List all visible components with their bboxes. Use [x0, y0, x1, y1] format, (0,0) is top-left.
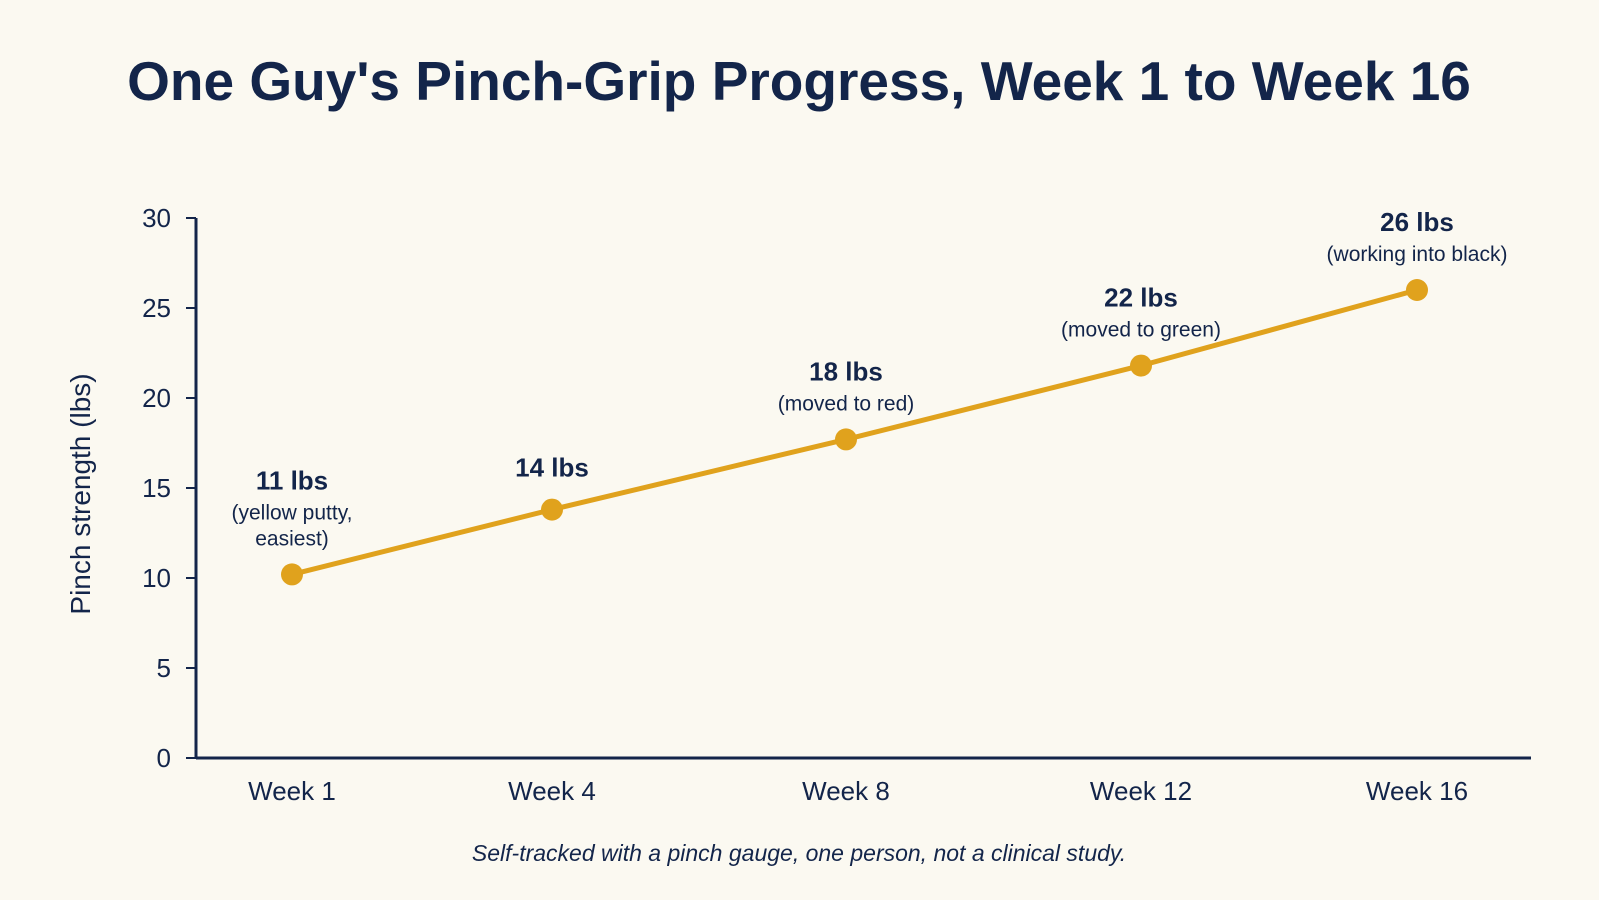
data-value-label: 18 lbs: [809, 356, 883, 386]
data-labels: 11 lbs (yellow putty, easiest) 14 lbs 18 lbs…: [232, 207, 1508, 550]
data-value-label: 14 lbs: [515, 453, 589, 483]
data-value-label: 11 lbs: [256, 465, 328, 495]
y-ticks: 0 5 10 15 20 25 30: [142, 203, 196, 773]
x-tick-label: Week 8: [802, 776, 890, 806]
data-point: [541, 498, 563, 521]
data-point: [1406, 279, 1428, 301]
y-tick-label: 15: [142, 473, 171, 503]
y-tick-label: 5: [157, 653, 171, 683]
data-note-label: easiest): [255, 527, 329, 550]
data-note-label: (yellow putty,: [232, 501, 353, 524]
x-ticks: Week 1 Week 4 Week 8 Week 12 Week 16: [248, 776, 1468, 806]
x-tick-label: Week 16: [1366, 776, 1468, 806]
y-tick-label: 30: [142, 203, 171, 233]
series-line-group: [281, 279, 1428, 586]
data-point: [281, 563, 303, 586]
data-point: [835, 428, 857, 451]
chart-title: One Guy's Pinch-Grip Progress, Week 1 to…: [127, 50, 1471, 112]
y-tick-label: 0: [157, 743, 171, 773]
x-tick-label: Week 1: [248, 776, 336, 806]
y-axis-label: Pinch strength (lbs): [65, 373, 96, 614]
y-tick-label: 10: [142, 563, 171, 593]
data-value-label: 22 lbs: [1104, 283, 1178, 313]
series-line: [289, 287, 1420, 577]
x-tick-label: Week 12: [1090, 776, 1192, 806]
data-note-label: (moved to green): [1061, 319, 1221, 342]
x-tick-label: Week 4: [508, 776, 596, 806]
y-tick-label: 25: [142, 293, 171, 323]
footnote: Self-tracked with a pinch gauge, one per…: [472, 840, 1126, 866]
data-note-label: (moved to red): [778, 392, 915, 415]
data-note-label: (working into black): [1327, 243, 1508, 266]
data-value-label: 26 lbs: [1380, 207, 1454, 237]
y-tick-label: 20: [142, 383, 171, 413]
data-point: [1130, 354, 1152, 377]
